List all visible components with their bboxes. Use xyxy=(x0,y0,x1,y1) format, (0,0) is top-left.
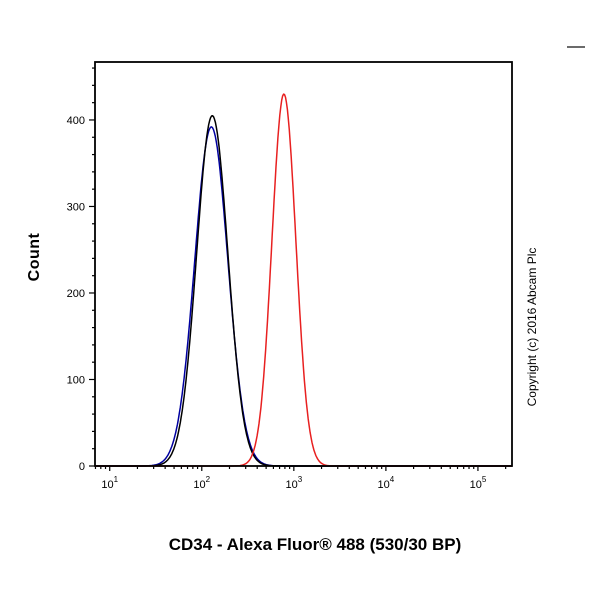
x-tick-label: 102 xyxy=(193,475,210,491)
y-axis-label: Count xyxy=(26,232,43,282)
x-tick-label: 104 xyxy=(378,475,395,491)
y-tick-label: 300 xyxy=(67,201,85,213)
blue-curve xyxy=(95,126,512,467)
plot-border xyxy=(94,61,513,467)
x-tick-label: 101 xyxy=(101,475,118,491)
tick-labels: 0 100 200 300 400 101 102 103 104 105 xyxy=(67,115,487,491)
y-tick-label: 100 xyxy=(67,374,85,386)
black-curve xyxy=(95,114,512,467)
y-tick-label: 200 xyxy=(67,288,85,300)
y-tick-label: 400 xyxy=(67,115,85,127)
x-tick-label: 105 xyxy=(470,475,487,491)
y-tick-label: 0 xyxy=(79,461,85,473)
x-tick-label: 103 xyxy=(285,475,302,491)
red-curve xyxy=(95,93,512,467)
curves xyxy=(95,93,512,467)
copyright-text: Copyright (c) 2016 Abcam Plc xyxy=(525,247,539,407)
chart-title: CD34 - Alexa Fluor® 488 (530/30 BP) xyxy=(168,535,462,554)
